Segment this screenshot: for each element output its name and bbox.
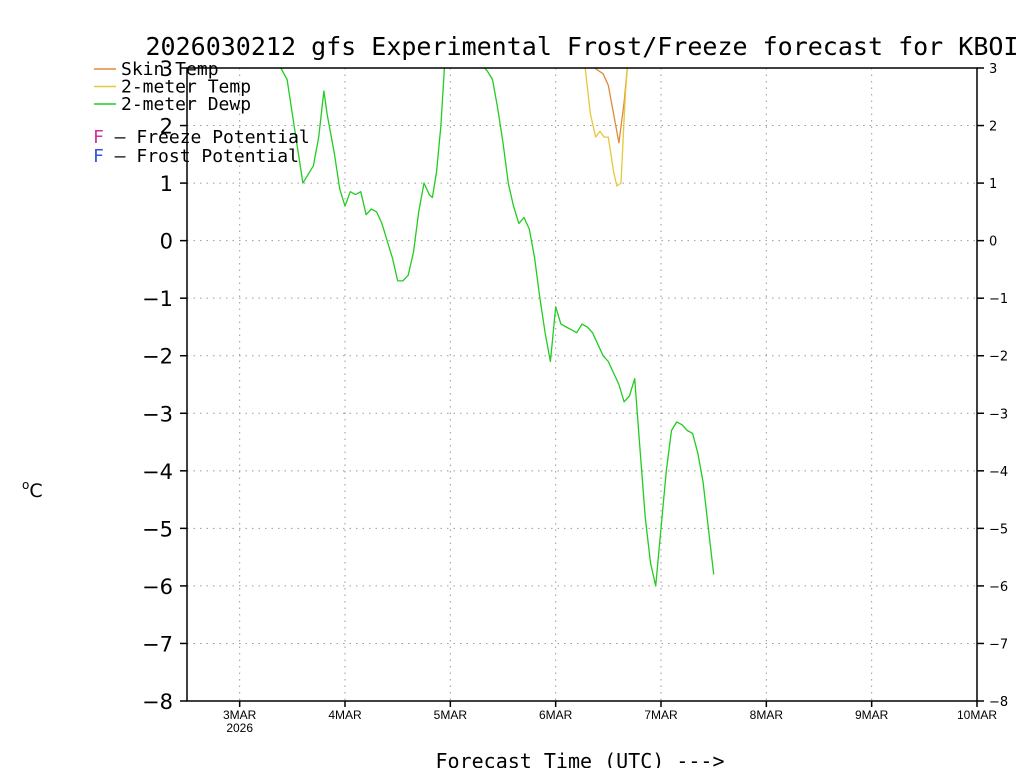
potential-legend-letter: F [93, 127, 104, 148]
y-tick-label-right: −4 [989, 465, 1008, 480]
x-tick-label: 9MAR [855, 708, 889, 722]
series-line-2-meter-temp [584, 68, 628, 187]
y-tick-label-left: −4 [142, 460, 173, 484]
legend-label: 2-meter Temp [121, 77, 251, 98]
series-line-skin-temp [594, 68, 628, 144]
y-tick-label-left: −6 [142, 575, 173, 599]
y-tick-label-left: 1 [160, 172, 173, 196]
plot-frame [186, 67, 978, 702]
y-tick-label-right: −2 [989, 350, 1008, 365]
x-tick-label: 4MAR [328, 708, 362, 722]
potential-legend-letter: F [93, 146, 104, 167]
series-lines [280, 68, 715, 587]
y-tick-label-right: −5 [989, 522, 1008, 537]
x-tick-label: 5MAR [434, 708, 468, 722]
potential-legend-text: – Freeze Potential [104, 127, 310, 148]
y-tick-label-left: −2 [142, 345, 173, 369]
x-tick-sublabel: 2026 [226, 721, 253, 735]
potential-legend-text: – Frost Potential [104, 146, 299, 167]
x-tick-label: 10MAR [957, 708, 997, 722]
x-axis-label: Forecast Time (UTC) ---> [436, 749, 725, 768]
y-tick-label-left: −3 [142, 402, 173, 426]
legend-label: Skin Temp [121, 59, 219, 80]
x-tick-label: 3MAR [223, 708, 257, 722]
y-axis-ticks: 3 3 2 2 1 1 0 0 −1 −1 −2 −2 −3 −3 −4 −4 −5 −5 −6 −6 −7 −7 −8 −8 [142, 57, 1008, 714]
y-tick-label-right: 3 [989, 62, 997, 77]
x-tick-label: 8MAR [750, 708, 784, 722]
y-tick-label-right: 2 [989, 120, 997, 135]
y-tick-label-right: −1 [989, 292, 1008, 307]
y-tick-label-left: 3 [160, 57, 173, 81]
y-tick-label-right: −6 [989, 580, 1008, 595]
y-tick-label-right: −7 [989, 637, 1008, 652]
y-tick-label-left: −7 [142, 632, 173, 656]
y-tick-label-left: 2 [160, 115, 173, 139]
grid [187, 68, 977, 701]
chart-title: 2026030212 gfs Experimental Frost/Freeze… [146, 32, 1019, 61]
y-axis-label: oC [22, 478, 43, 502]
y-tick-label-left: −8 [142, 690, 173, 714]
series-line-2-meter-dewp [280, 68, 715, 587]
y-tick-label-left: −1 [142, 287, 173, 311]
y-tick-label-left: −5 [142, 517, 173, 541]
y-tick-label-left: 0 [160, 230, 173, 254]
y-tick-label-right: −3 [989, 407, 1008, 422]
potential-legend-entry: F – Freeze Potential [93, 127, 310, 148]
y-tick-label-right: −8 [989, 695, 1008, 710]
potential-legend-entry: F – Frost Potential [93, 146, 299, 167]
legend-label: 2-meter Dewp [121, 94, 251, 115]
y-tick-label-right: 0 [989, 235, 997, 250]
y-tick-label-right: 1 [989, 177, 997, 192]
x-tick-label: 6MAR [539, 708, 573, 722]
x-tick-label: 7MAR [644, 708, 678, 722]
